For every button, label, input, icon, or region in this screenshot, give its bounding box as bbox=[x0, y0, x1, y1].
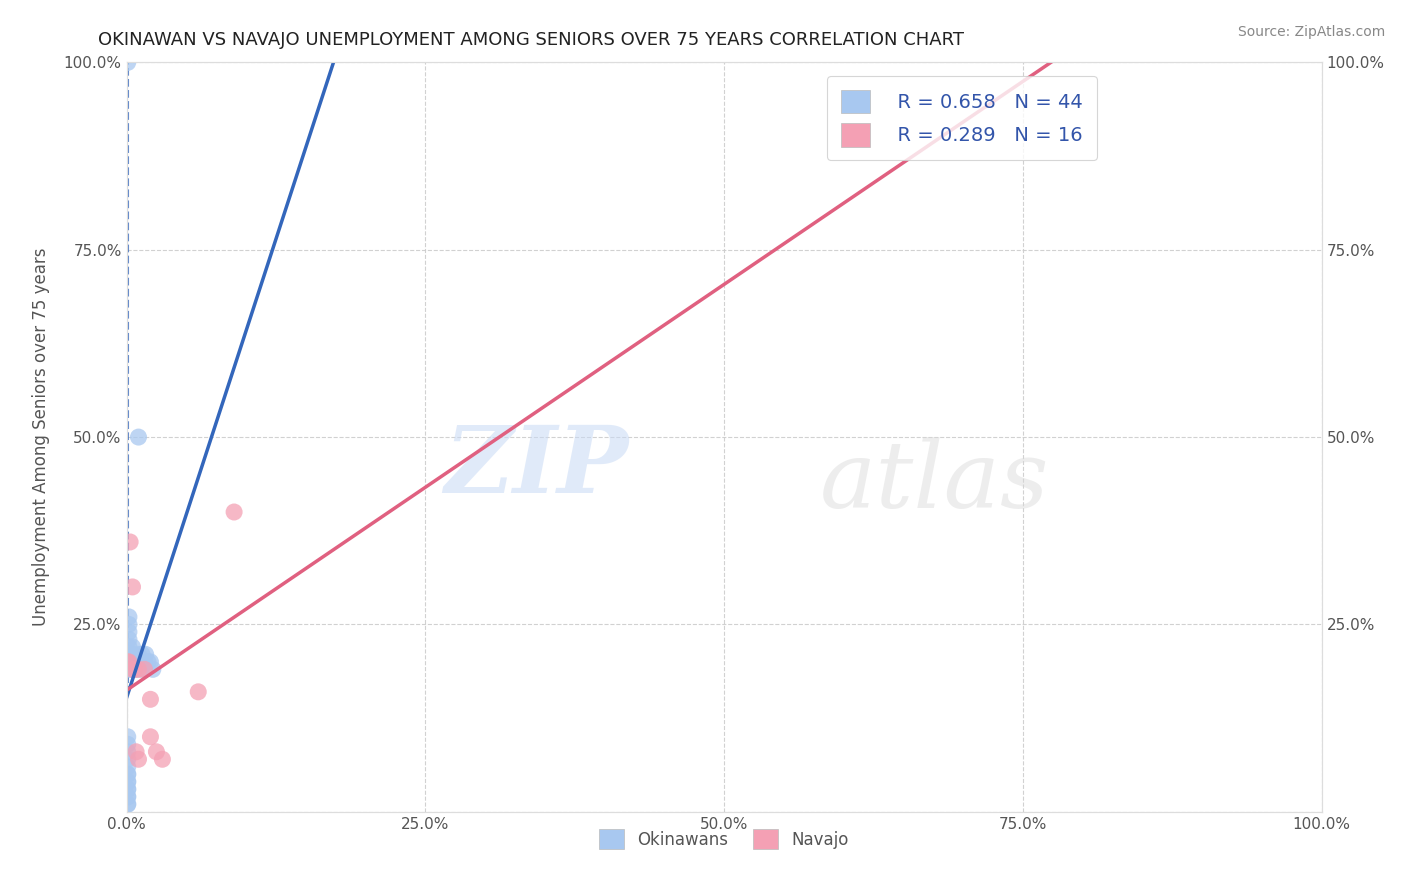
Point bbox=[139, 730, 162, 744]
Point bbox=[117, 55, 139, 70]
Point bbox=[134, 655, 156, 669]
Point bbox=[118, 624, 141, 639]
Point bbox=[222, 505, 246, 519]
Point bbox=[117, 760, 139, 774]
Point bbox=[117, 655, 139, 669]
Legend: Okinawans, Navajo: Okinawans, Navajo bbox=[592, 822, 856, 855]
Point bbox=[131, 648, 153, 662]
Point bbox=[187, 685, 209, 699]
Point bbox=[117, 774, 139, 789]
Text: OKINAWAN VS NAVAJO UNEMPLOYMENT AMONG SENIORS OVER 75 YEARS CORRELATION CHART: OKINAWAN VS NAVAJO UNEMPLOYMENT AMONG SE… bbox=[98, 31, 965, 49]
Point bbox=[142, 662, 165, 676]
Point bbox=[117, 730, 139, 744]
Point bbox=[127, 752, 149, 766]
Point bbox=[125, 745, 148, 759]
Point bbox=[118, 655, 141, 669]
Point bbox=[121, 580, 143, 594]
Point bbox=[125, 662, 148, 676]
Point bbox=[117, 789, 139, 804]
Point bbox=[117, 737, 139, 751]
Text: ZIP: ZIP bbox=[444, 422, 628, 512]
Point bbox=[122, 655, 145, 669]
Point bbox=[117, 797, 139, 812]
Point bbox=[136, 655, 159, 669]
Point bbox=[120, 655, 142, 669]
Point bbox=[117, 782, 139, 797]
Point bbox=[121, 640, 143, 654]
Point bbox=[117, 774, 139, 789]
Point bbox=[117, 782, 139, 797]
Point bbox=[139, 655, 162, 669]
Point bbox=[118, 632, 141, 647]
Point bbox=[118, 648, 141, 662]
Text: atlas: atlas bbox=[820, 437, 1049, 527]
Point bbox=[120, 648, 142, 662]
Point bbox=[127, 662, 149, 676]
Point bbox=[117, 767, 139, 781]
Point bbox=[120, 662, 142, 676]
Point bbox=[150, 752, 174, 766]
Point bbox=[124, 655, 146, 669]
Point bbox=[121, 648, 143, 662]
Point bbox=[128, 655, 150, 669]
Point bbox=[118, 640, 141, 654]
Point bbox=[124, 662, 146, 676]
Point bbox=[120, 655, 142, 669]
Point bbox=[139, 692, 162, 706]
Point bbox=[145, 745, 167, 759]
Point bbox=[127, 430, 149, 444]
Point bbox=[117, 789, 139, 804]
Text: Source: ZipAtlas.com: Source: ZipAtlas.com bbox=[1237, 25, 1385, 39]
Point bbox=[117, 767, 139, 781]
Point bbox=[129, 662, 152, 676]
Point bbox=[121, 662, 143, 676]
Point bbox=[118, 617, 141, 632]
Point bbox=[134, 662, 156, 676]
Point bbox=[117, 752, 139, 766]
Point bbox=[120, 662, 142, 676]
Y-axis label: Unemployment Among Seniors over 75 years: Unemployment Among Seniors over 75 years bbox=[32, 248, 49, 626]
Point bbox=[117, 797, 139, 812]
Point bbox=[120, 535, 142, 549]
Point bbox=[117, 745, 139, 759]
Point bbox=[127, 648, 149, 662]
Point bbox=[118, 655, 141, 669]
Point bbox=[127, 655, 149, 669]
Point bbox=[118, 610, 141, 624]
Point bbox=[135, 648, 157, 662]
